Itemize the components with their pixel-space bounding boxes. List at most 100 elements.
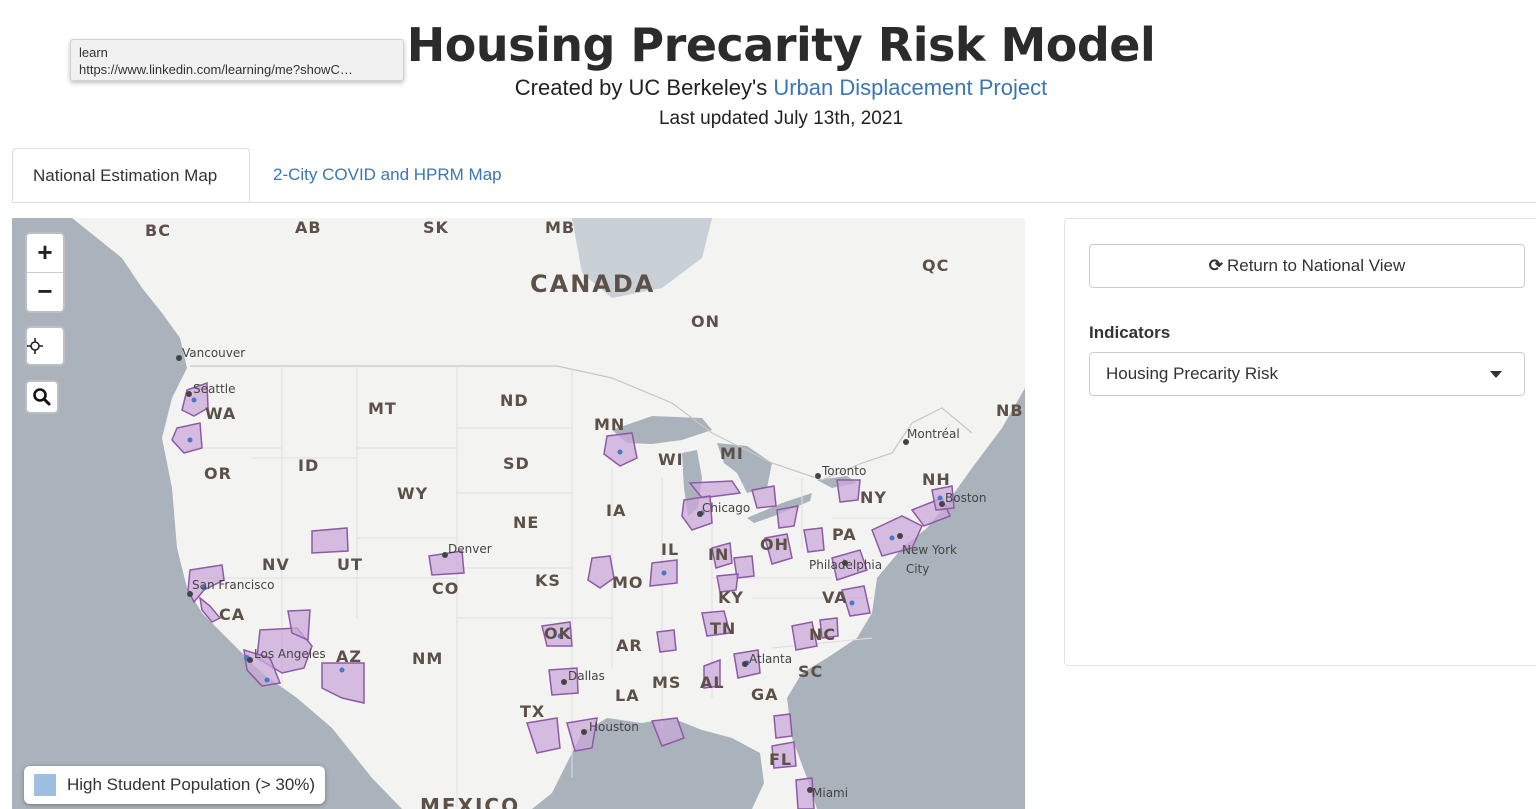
map-view[interactable]: CANADA MEXICO BC AB SK MB ON QC NB WA OR CA ID NV MT WY… [12, 218, 1025, 809]
lake-erie [747, 493, 812, 523]
map-label: GA [751, 685, 779, 704]
map-label: Dallas [568, 669, 605, 683]
indicator-selected-value: Housing Precarity Risk [1106, 364, 1278, 383]
tab-national-estimation-map[interactable]: National Estimation Map [12, 148, 250, 202]
map-label: NV [262, 555, 290, 574]
map-label: Denver [448, 542, 492, 556]
map-label: WY [397, 484, 429, 503]
zoom-in-button[interactable]: + [37, 237, 53, 267]
map-label: Philadelphia [809, 558, 883, 572]
map-label: OR [204, 464, 232, 483]
map-label: ON [691, 312, 720, 331]
page-subtitle: Created by UC Berkeley's Urban Displacem… [0, 75, 1536, 101]
map-label: UT [337, 555, 363, 574]
basemap [72, 218, 1025, 809]
map-label: New York City [902, 543, 957, 576]
map-label: CO [432, 579, 460, 598]
map-label: LA [615, 686, 640, 705]
indicators-label: Indicators [1089, 323, 1171, 342]
refresh-icon: ⟳ [1208, 256, 1223, 275]
lake-superior [612, 416, 712, 444]
return-national-view-button[interactable]: ⟳ Return to National View [1089, 244, 1525, 288]
map-label: AL [700, 673, 725, 692]
map-label: MI [720, 444, 744, 463]
map-label: Chicago [702, 501, 751, 515]
map-label: CANADA [530, 270, 656, 298]
crosshair-icon [27, 338, 43, 354]
map-label: OH [760, 535, 789, 554]
map-label: AR [616, 636, 643, 655]
map-label: WA [205, 404, 237, 423]
us-canada-border [190, 365, 973, 481]
map-label: NE [513, 513, 540, 532]
map-label: MB [545, 218, 576, 237]
map-label: AB [295, 218, 322, 237]
chevron-down-icon [1490, 371, 1502, 378]
zoom-out-button[interactable]: − [27, 272, 63, 311]
map-label: NC [809, 625, 837, 644]
map-label: MT [368, 399, 397, 418]
subtitle-prefix: Created by UC Berkeley's [514, 75, 774, 100]
map-search-button[interactable] [25, 380, 59, 414]
tooltip-url: https://www.linkedin.com/learning/me?sho… [79, 62, 353, 77]
city-markers [176, 355, 945, 793]
map-label: TN [710, 619, 737, 638]
last-updated: Last updated July 13th, 2021 [658, 108, 904, 129]
map-label: MS [652, 673, 682, 692]
metro-regions [171, 381, 955, 809]
map-label: NH [922, 470, 951, 489]
map-label: IN [708, 545, 730, 564]
map-label: QC [922, 256, 950, 275]
tab-2-city-covid-map[interactable]: 2-City COVID and HPRM Map [273, 165, 502, 184]
map-label: SK [423, 218, 449, 237]
map-label: Seattle [193, 382, 236, 396]
map-label: PA [832, 525, 857, 544]
map-label: IA [606, 501, 627, 520]
map-legend: High Student Population (> 30%) [24, 766, 326, 804]
map-label: IL [661, 540, 680, 559]
map-label: SD [503, 454, 530, 473]
tab-bar: National Estimation Map 2-City COVID and… [12, 148, 1536, 203]
map-label: Montréal [907, 427, 960, 441]
map-label: Boston [945, 491, 987, 505]
map-label: MN [594, 415, 626, 434]
page-title: Housing Precarity Risk Model [406, 18, 1156, 72]
map-label: VA [822, 588, 848, 607]
map-label: NY [860, 488, 887, 507]
map-label: SC [798, 662, 824, 681]
map-label: WI [658, 450, 684, 469]
urban-displacement-link[interactable]: Urban Displacement Project [773, 75, 1048, 100]
map-label: KS [535, 571, 561, 590]
map-label: CA [219, 605, 246, 624]
tooltip-title: learn [79, 45, 108, 60]
locate-button[interactable] [25, 326, 65, 366]
legend-swatch [34, 774, 56, 796]
map-label: Toronto [822, 464, 867, 478]
control-panel: ⟳ Return to National View Indicators Hous… [1064, 218, 1536, 666]
browser-link-tooltip: learn https://www.linkedin.com/learning/… [70, 39, 404, 81]
magnifier-icon [33, 388, 51, 406]
map-label: NM [412, 649, 444, 668]
map-label: Los Angeles [254, 647, 326, 661]
map-label: FL [769, 750, 793, 769]
map-label: NB [996, 401, 1024, 420]
map-label: Atlanta [749, 652, 793, 666]
map-label: KY [718, 588, 744, 607]
map-label: ND [500, 391, 529, 410]
zoom-control: + − [25, 232, 65, 313]
map-label: Miami [812, 786, 849, 800]
map-label: San Francisco [192, 578, 275, 592]
map-label: ID [298, 456, 320, 475]
map-label: AZ [336, 647, 362, 666]
map-label: Vancouver [182, 346, 246, 360]
legend-label: High Student Population (> 30%) [67, 775, 316, 794]
indicator-select[interactable]: Housing Precarity Risk [1089, 352, 1525, 396]
state-borders [192, 366, 912, 808]
hudson-bay [572, 218, 712, 298]
return-button-label: Return to National View [1226, 256, 1406, 275]
map-label: Houston [589, 720, 639, 734]
map-label: TX [520, 702, 546, 721]
student-population-dots [187, 397, 943, 683]
map-label: MO [612, 573, 644, 592]
map-label: BC [145, 221, 171, 240]
